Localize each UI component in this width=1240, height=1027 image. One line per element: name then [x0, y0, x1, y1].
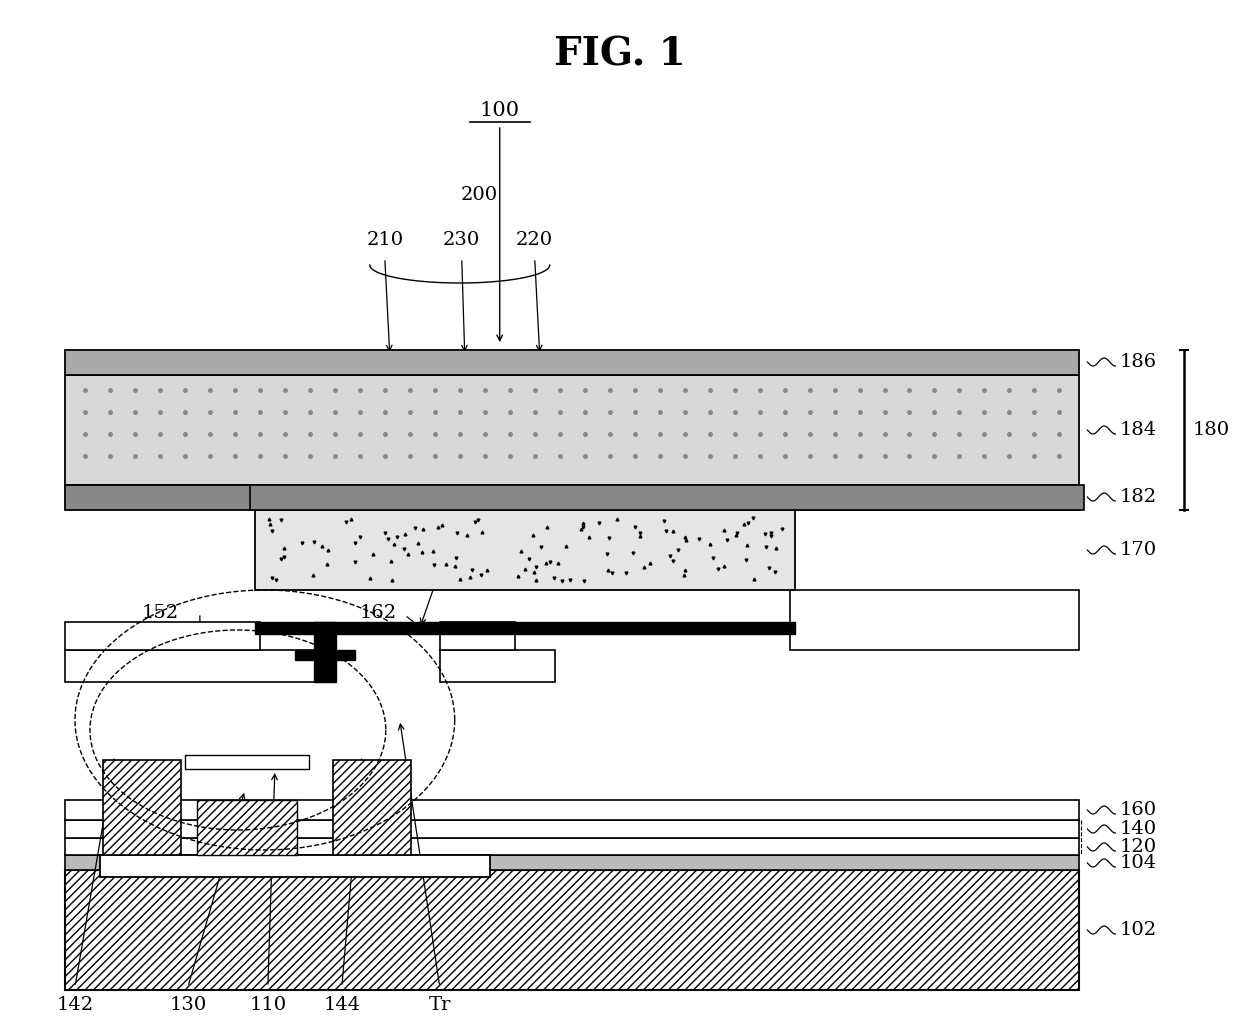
Text: 210: 210	[366, 231, 403, 249]
Bar	[64, 870, 1079, 990]
Text: 160: 160	[1120, 801, 1157, 819]
Bar	[64, 838, 1079, 855]
Text: 180: 180	[1193, 421, 1229, 439]
Text: 200: 200	[461, 186, 498, 204]
Bar	[255, 510, 795, 589]
Text: FIG. 1: FIG. 1	[554, 36, 686, 74]
Text: 104: 104	[1120, 854, 1157, 872]
Bar	[64, 855, 1079, 870]
Text: 162: 162	[360, 604, 397, 622]
Bar	[64, 650, 325, 682]
Text: 152: 152	[141, 604, 179, 622]
Bar	[185, 755, 309, 769]
Bar	[64, 800, 1079, 820]
Bar	[295, 650, 355, 660]
Text: 102: 102	[1120, 921, 1157, 939]
Bar	[332, 760, 410, 855]
Bar	[100, 855, 490, 877]
Bar	[197, 800, 296, 855]
Bar	[314, 622, 336, 682]
Text: 230: 230	[443, 231, 480, 249]
Text: 182: 182	[1120, 488, 1157, 506]
Text: 110: 110	[249, 996, 286, 1014]
Bar	[64, 350, 1079, 375]
Text: 170: 170	[1120, 541, 1157, 559]
Bar	[440, 650, 554, 682]
Bar	[64, 485, 1079, 510]
Text: 184: 184	[1120, 421, 1157, 439]
Text: 142: 142	[56, 996, 93, 1014]
Text: Tr: Tr	[429, 996, 451, 1014]
Text: 154: 154	[413, 566, 450, 584]
Text: 130: 130	[170, 996, 207, 1014]
Bar	[790, 589, 1079, 650]
Text: 100: 100	[480, 101, 520, 119]
Text: 120: 120	[1120, 838, 1157, 855]
Text: 186: 186	[1120, 353, 1157, 371]
Bar	[440, 622, 515, 650]
Text: 220: 220	[516, 231, 553, 249]
Bar	[249, 485, 1085, 510]
Bar	[64, 820, 1079, 838]
Bar	[255, 622, 795, 634]
Bar	[103, 760, 181, 855]
Text: 144: 144	[324, 996, 361, 1014]
Text: 140: 140	[1120, 820, 1157, 838]
Bar	[64, 375, 1079, 485]
Bar	[64, 622, 260, 650]
